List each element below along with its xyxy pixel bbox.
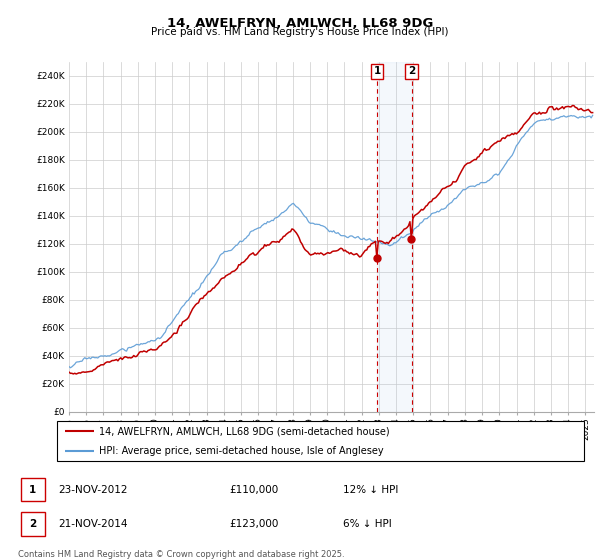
Text: £110,000: £110,000 bbox=[229, 484, 278, 494]
Text: £123,000: £123,000 bbox=[229, 519, 278, 529]
Text: HPI: Average price, semi-detached house, Isle of Anglesey: HPI: Average price, semi-detached house,… bbox=[100, 446, 384, 456]
FancyBboxPatch shape bbox=[21, 512, 45, 536]
Text: 12% ↓ HPI: 12% ↓ HPI bbox=[343, 484, 398, 494]
Text: Price paid vs. HM Land Registry's House Price Index (HPI): Price paid vs. HM Land Registry's House … bbox=[151, 27, 449, 37]
Text: 1: 1 bbox=[373, 67, 381, 76]
Text: 14, AWELFRYN, AMLWCH, LL68 9DG: 14, AWELFRYN, AMLWCH, LL68 9DG bbox=[167, 17, 433, 30]
Text: 6% ↓ HPI: 6% ↓ HPI bbox=[343, 519, 392, 529]
Text: 1: 1 bbox=[29, 484, 37, 494]
Bar bbox=[377, 62, 412, 412]
Text: 2: 2 bbox=[29, 519, 37, 529]
Text: 14, AWELFRYN, AMLWCH, LL68 9DG (semi-detached house): 14, AWELFRYN, AMLWCH, LL68 9DG (semi-det… bbox=[100, 426, 390, 436]
FancyBboxPatch shape bbox=[56, 421, 584, 461]
Text: 23-NOV-2012: 23-NOV-2012 bbox=[58, 484, 127, 494]
Text: Contains HM Land Registry data © Crown copyright and database right 2025.
This d: Contains HM Land Registry data © Crown c… bbox=[18, 550, 344, 560]
Text: 2: 2 bbox=[408, 67, 415, 76]
FancyBboxPatch shape bbox=[21, 478, 45, 501]
Text: 21-NOV-2014: 21-NOV-2014 bbox=[58, 519, 127, 529]
